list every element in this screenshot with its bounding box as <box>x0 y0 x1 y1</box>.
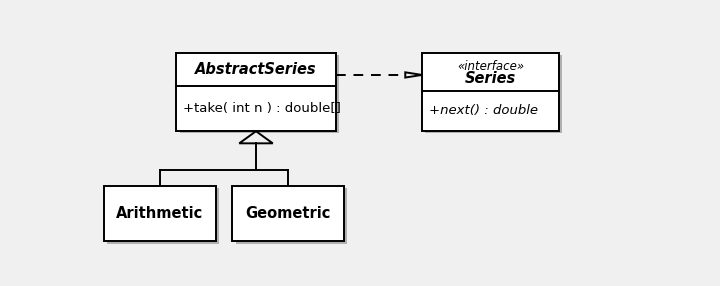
Text: +next() : double: +next() : double <box>428 104 538 117</box>
Text: +take( int n ) : double[]: +take( int n ) : double[] <box>183 102 341 115</box>
Bar <box>104 186 215 241</box>
Text: Geometric: Geometric <box>246 206 330 221</box>
Bar <box>422 53 559 131</box>
Bar <box>233 186 344 241</box>
Text: AbstractSeries: AbstractSeries <box>195 62 317 77</box>
Text: Series: Series <box>464 71 516 86</box>
Bar <box>107 188 219 244</box>
Bar <box>426 55 562 133</box>
Text: «interface»: «interface» <box>456 60 524 73</box>
Text: Arithmetic: Arithmetic <box>116 206 203 221</box>
Bar <box>180 55 339 133</box>
Bar <box>235 188 347 244</box>
Bar <box>176 53 336 131</box>
